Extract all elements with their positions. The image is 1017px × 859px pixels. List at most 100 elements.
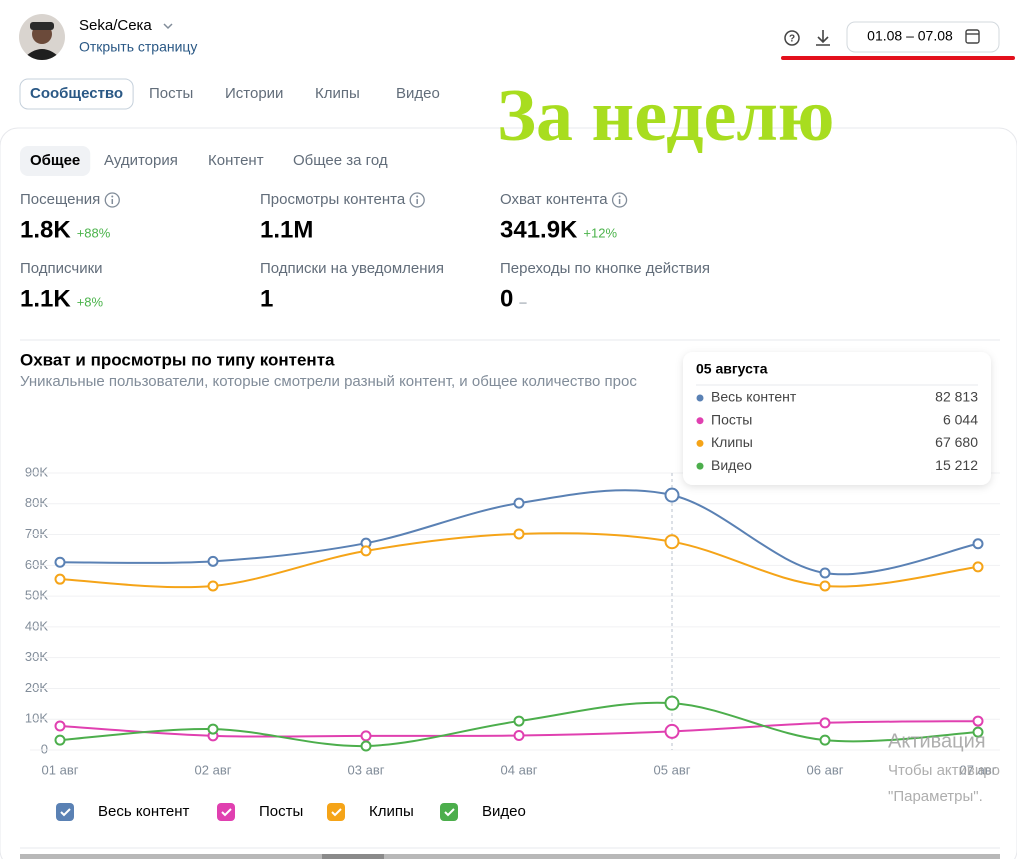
tooltip-name: Посты — [711, 411, 752, 427]
avatar[interactable] — [19, 14, 65, 60]
stat-label: Подписчики — [20, 260, 103, 277]
data-point[interactable] — [513, 497, 525, 509]
watermark-line: Активация — [888, 730, 986, 752]
data-point[interactable] — [207, 723, 219, 735]
data-point[interactable] — [664, 487, 680, 503]
data-point[interactable] — [972, 726, 984, 738]
help-icon[interactable]: ? — [784, 30, 800, 46]
y-tick-label: 30K — [25, 649, 48, 664]
legend-label[interactable]: Посты — [259, 803, 303, 820]
dropdown-arrow[interactable] — [163, 23, 173, 30]
subtab-selected-bg[interactable] — [20, 146, 91, 176]
stat-value: 341.9K — [500, 216, 578, 243]
overlay-text: За неделю — [497, 75, 834, 157]
data-point[interactable] — [360, 740, 372, 752]
chart-title: Охват и просмотры по типу контента — [20, 350, 335, 369]
open-page-link[interactable]: Открыть страницу — [79, 39, 197, 55]
data-point[interactable] — [513, 528, 525, 540]
subtab[interactable]: Общее — [30, 152, 80, 169]
help-glyph: ? — [789, 34, 795, 45]
tab[interactable]: Истории — [225, 85, 283, 102]
data-point[interactable] — [819, 717, 831, 729]
x-tick-label: 05 авг — [654, 762, 691, 777]
legend-check — [444, 808, 455, 817]
tooltip: 05 августа Весь контент 82 813 Посты 6 044 Кл… — [683, 352, 991, 485]
data-point[interactable] — [664, 723, 680, 739]
info-icon[interactable] — [611, 192, 628, 208]
data-point[interactable] — [54, 573, 66, 585]
stat-value: 1 — [260, 285, 273, 312]
data-point[interactable] — [207, 580, 219, 592]
stat-change: +8% — [77, 294, 104, 309]
stat-label: Подписки на уведомления — [260, 260, 444, 277]
data-point[interactable] — [360, 730, 372, 742]
subtab[interactable]: Аудитория — [104, 152, 178, 169]
download-icon[interactable] — [816, 30, 830, 46]
tooltip-dot — [696, 439, 704, 447]
data-point[interactable] — [972, 715, 984, 727]
legend-checkbox[interactable] — [217, 803, 235, 821]
data-point[interactable] — [664, 534, 680, 550]
legend-label[interactable]: Весь контент — [98, 803, 190, 820]
info-icon[interactable] — [409, 192, 425, 208]
info-icon-dot — [111, 195, 114, 198]
data-point[interactable] — [54, 556, 66, 568]
avatar-cap — [30, 22, 54, 30]
subtab[interactable]: Общее за год — [293, 152, 388, 169]
legend-label[interactable]: Клипы — [369, 803, 414, 820]
legend-check — [60, 808, 71, 817]
data-point[interactable] — [972, 538, 984, 550]
data-point[interactable] — [207, 555, 219, 567]
legend-checkbox[interactable] — [440, 803, 458, 821]
stat-change: +12% — [583, 225, 617, 240]
info-icon-dot — [416, 195, 419, 198]
date-range: 01.08 – 07.08 — [867, 28, 953, 44]
tab[interactable]: Посты — [149, 85, 193, 102]
tooltip-value: 67 680 — [935, 434, 978, 450]
scrollbar[interactable] — [20, 854, 1000, 859]
data-point[interactable] — [664, 695, 680, 711]
tooltip-value: 82 813 — [935, 389, 978, 405]
data-point[interactable] — [819, 567, 831, 579]
data-point[interactable] — [54, 734, 66, 746]
scrollbar-thumb[interactable] — [322, 854, 384, 859]
legend-checkbox[interactable] — [327, 803, 345, 821]
legend-check — [221, 808, 232, 817]
tab[interactable]: Клипы — [315, 85, 360, 102]
data-point[interactable] — [360, 545, 372, 557]
legend-check — [331, 808, 342, 817]
data-point[interactable] — [819, 734, 831, 746]
data-point[interactable] — [513, 715, 525, 727]
stat-change: – — [519, 294, 527, 309]
watermark-line: "Параметры". — [888, 788, 983, 805]
data-point[interactable] — [513, 730, 525, 742]
legend-checkbox[interactable] — [56, 803, 74, 821]
help-circle — [784, 30, 800, 46]
y-tick-label: 20K — [25, 680, 48, 695]
x-tick-label: 01 авг — [42, 762, 79, 777]
info-icon[interactable] — [104, 192, 120, 208]
x-tick-label: 07 авг — [960, 762, 997, 777]
tab-selected-box[interactable] — [19, 78, 134, 110]
subtab[interactable]: Контент — [208, 152, 264, 169]
data-point[interactable] — [54, 720, 66, 732]
plot: 0 10K 20K 30K 40K 50K 60K 70K 80K 90K 01 авг 02 авг… — [25, 464, 1000, 777]
tab[interactable]: Видео — [396, 85, 440, 102]
x-tick-label: 04 авг — [501, 762, 538, 777]
tooltip-value: 6 044 — [943, 411, 978, 427]
stat-label: Посещения — [20, 191, 100, 208]
calendar-icon — [965, 29, 980, 44]
legend-label[interactable]: Видео — [482, 803, 526, 820]
info-icon-dot — [618, 195, 621, 198]
download-glyph — [816, 30, 830, 46]
tooltip-dot — [696, 462, 704, 470]
legend: Весь контент Посты Клипы Видео — [56, 803, 526, 821]
date-picker[interactable]: 01.08 – 07.08 — [846, 21, 1000, 53]
data-point[interactable] — [819, 580, 831, 592]
tab[interactable]: Сообщество — [30, 85, 123, 102]
data-point[interactable] — [972, 561, 984, 573]
profile-name[interactable]: Seka/Сека — [79, 17, 152, 34]
tabs: Сообщество Посты Истории Клипы Видео — [19, 78, 440, 110]
tooltip-dot — [696, 394, 704, 402]
